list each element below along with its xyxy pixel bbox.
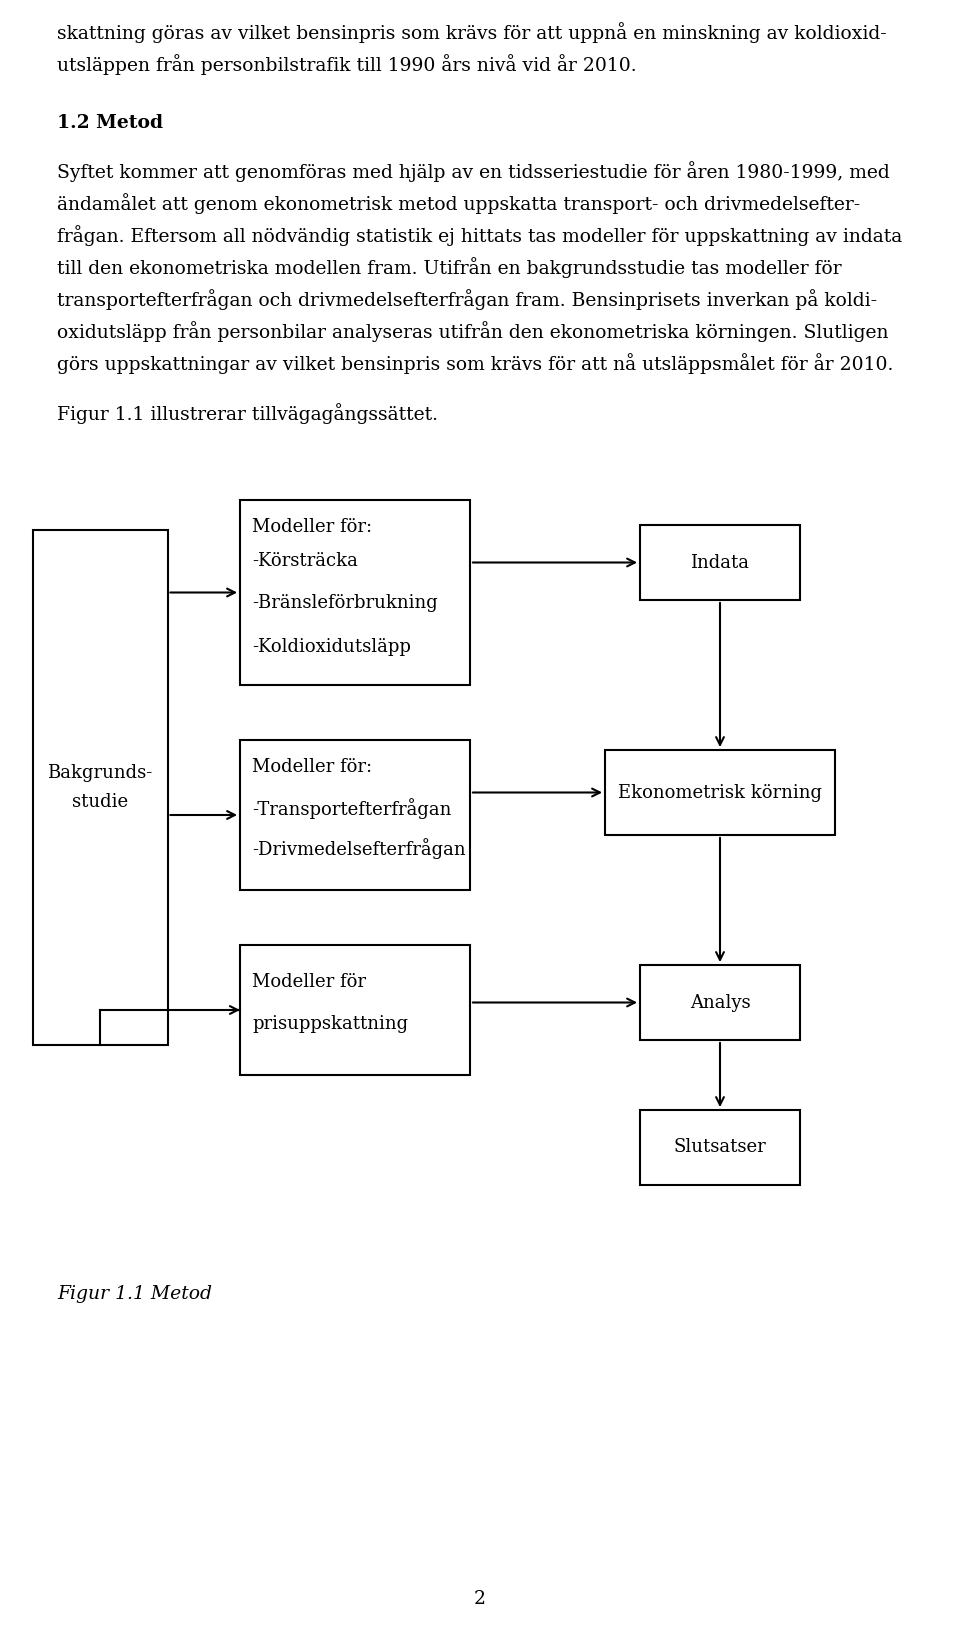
Bar bbox=[33, 530, 167, 1045]
Text: Figur 1.1 illustrerar tillvägagångssättet.: Figur 1.1 illustrerar tillvägagångssätte… bbox=[57, 403, 438, 424]
Bar bbox=[240, 945, 470, 1076]
Text: utsläppen från personbilstrafik till 1990 års nivå vid år 2010.: utsläppen från personbilstrafik till 199… bbox=[57, 54, 636, 75]
Text: Figur 1.1 Metod: Figur 1.1 Metod bbox=[57, 1284, 212, 1302]
Bar bbox=[640, 1110, 800, 1185]
Bar bbox=[640, 525, 800, 600]
Text: till den ekonometriska modellen fram. Utifrån en bakgrundsstudie tas modeller fö: till den ekonometriska modellen fram. Ut… bbox=[57, 258, 842, 279]
Text: Ekonometrisk körning: Ekonometrisk körning bbox=[618, 784, 822, 802]
Text: Indata: Indata bbox=[690, 554, 750, 572]
Bar bbox=[240, 500, 470, 685]
Text: -Körsträcka: -Körsträcka bbox=[252, 553, 358, 570]
Text: transportefterfrågan och drivmedelsefterfrågan fram. Bensinprisets inverkan på k: transportefterfrågan och drivmedelsefter… bbox=[57, 289, 877, 310]
Text: -Koldioxidutsläpp: -Koldioxidutsläpp bbox=[252, 637, 411, 655]
Text: Bakgrunds-
studie: Bakgrunds- studie bbox=[47, 764, 153, 812]
Text: Modeller för: Modeller för bbox=[252, 973, 366, 991]
Text: prisuppskattning: prisuppskattning bbox=[252, 1015, 408, 1033]
Bar bbox=[640, 965, 800, 1040]
Text: görs uppskattningar av vilket bensinpris som krävs för att nå utsläppsmålet för : görs uppskattningar av vilket bensinpris… bbox=[57, 354, 894, 373]
Text: Analys: Analys bbox=[689, 994, 751, 1012]
Text: 1.2 Metod: 1.2 Metod bbox=[57, 114, 163, 132]
Text: Slutsatser: Slutsatser bbox=[674, 1138, 766, 1157]
Text: Modeller för:: Modeller för: bbox=[252, 518, 372, 536]
Text: skattning göras av vilket bensinpris som krävs för att uppnå en minskning av kol: skattning göras av vilket bensinpris som… bbox=[57, 21, 887, 42]
Text: 2: 2 bbox=[474, 1589, 486, 1609]
Text: -Drivmedelsefterfrågan: -Drivmedelsefterfrågan bbox=[252, 838, 466, 859]
Bar bbox=[240, 740, 470, 890]
Bar bbox=[605, 750, 835, 835]
Text: frågan. Eftersom all nödvändig statistik ej hittats tas modeller för uppskattnin: frågan. Eftersom all nödvändig statistik… bbox=[57, 225, 902, 246]
Text: -Bränsleförbrukning: -Bränsleförbrukning bbox=[252, 593, 438, 611]
Text: oxidutsläpp från personbilar analyseras utifrån den ekonometriska körningen. Slu: oxidutsläpp från personbilar analyseras … bbox=[57, 321, 889, 342]
Text: ändamålet att genom ekonometrisk metod uppskatta transport- och drivmedelsefter-: ändamålet att genom ekonometrisk metod u… bbox=[57, 192, 860, 214]
Text: Modeller för:: Modeller för: bbox=[252, 758, 372, 776]
Text: Syftet kommer att genomföras med hjälp av en tidsseriestudie för åren 1980-1999,: Syftet kommer att genomföras med hjälp a… bbox=[57, 161, 890, 183]
Text: -Transportefterfrågan: -Transportefterfrågan bbox=[252, 799, 451, 818]
